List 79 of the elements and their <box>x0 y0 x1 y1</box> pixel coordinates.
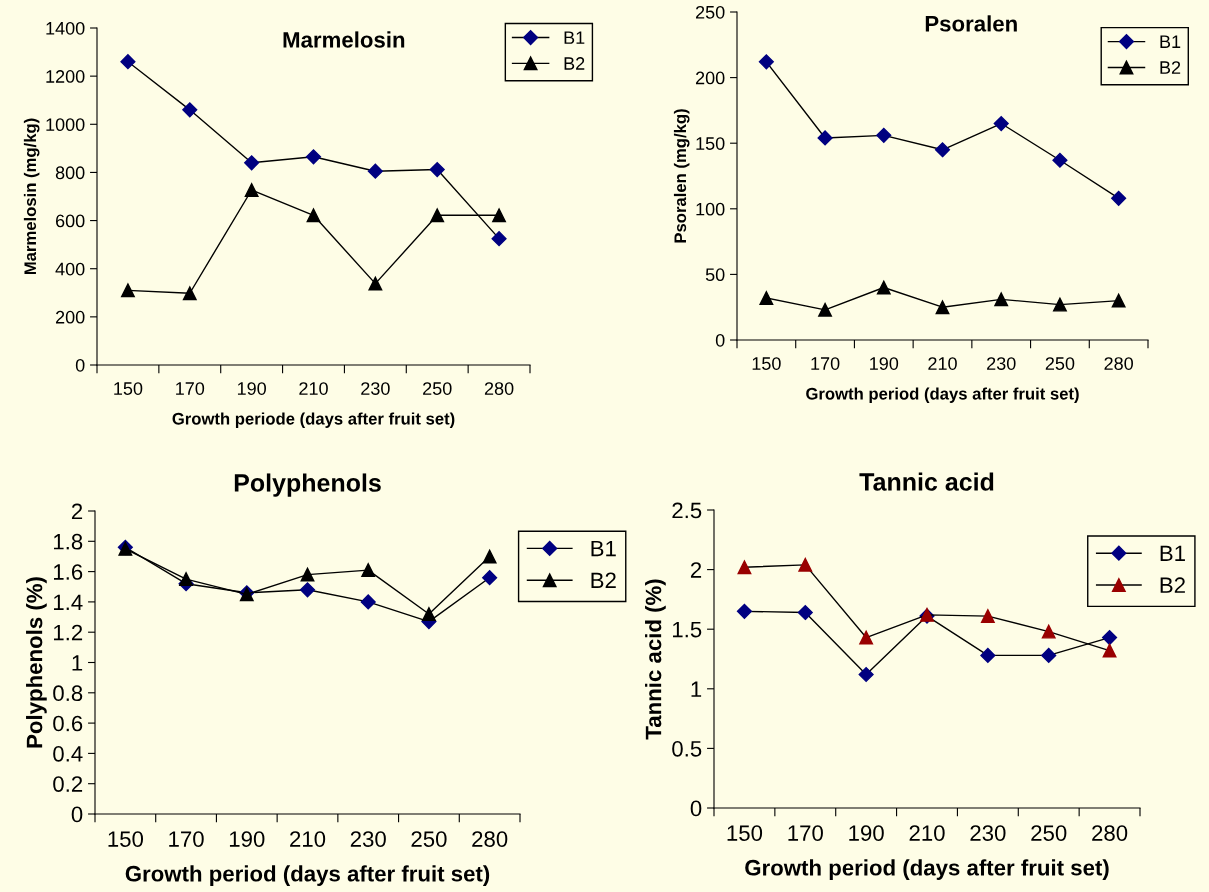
x-axis-title: Growth period (days after fruit set) <box>806 387 1079 403</box>
x-tick-label: 280 <box>1104 357 1133 370</box>
legend-label: B1 <box>564 31 585 44</box>
x-tick-label: 210 <box>290 831 326 847</box>
x-tick-label: 170 <box>811 357 840 370</box>
y-tick-label: 1200 <box>46 70 85 83</box>
x-tick-label: 230 <box>350 831 386 847</box>
x-axis-title: Growth period (days after fruit set) <box>125 865 490 886</box>
y-tick-label: 1000 <box>46 118 85 132</box>
x-axis-title: Growth period (days after fruit set) <box>745 859 1109 880</box>
x-tick-label: 230 <box>361 382 390 395</box>
chart-title: Tannic acid <box>859 472 994 491</box>
x-tick-label: 210 <box>928 357 957 370</box>
chart-title: Psoralen <box>925 15 1017 32</box>
y-axis-title: Polyphenols (%) <box>26 577 47 748</box>
y-tick-label: 600 <box>55 214 85 228</box>
y-tick-label: 250 <box>695 5 725 19</box>
chart-title: Marmelosin <box>283 31 405 48</box>
x-tick-label: 280 <box>472 831 508 847</box>
y-axis-title: Marmelosin (mg/kg) <box>23 118 40 275</box>
y-tick-label: 1.4 <box>54 594 83 610</box>
legend-label: B2 <box>1160 61 1181 74</box>
y-tick-label: 200 <box>695 71 725 85</box>
x-tick-label: 250 <box>423 382 452 395</box>
y-tick-label: 800 <box>55 166 85 180</box>
y-tick-label: 0 <box>75 358 85 372</box>
y-tick-label: 0 <box>690 800 702 817</box>
y-tick-label: 1.6 <box>54 564 83 580</box>
x-tick-label: 150 <box>108 831 144 847</box>
legend-label: B2 <box>1160 577 1185 593</box>
x-tick-label: 230 <box>987 357 1016 370</box>
y-tick-label: 0 <box>71 806 83 823</box>
x-tick-label: 190 <box>849 825 884 841</box>
x-tick-label: 150 <box>752 357 781 370</box>
y-tick-label: 200 <box>55 310 85 324</box>
y-tick-label: 0 <box>715 333 725 347</box>
y-tick-label: 1.8 <box>54 533 83 550</box>
y-tick-label: 0.5 <box>672 740 702 757</box>
x-tick-label: 190 <box>237 382 266 395</box>
y-tick-label: 0.4 <box>53 745 83 762</box>
legend-label: B2 <box>591 572 616 589</box>
y-tick-label: 1.5 <box>673 621 702 638</box>
y-tick-label: 50 <box>705 268 725 282</box>
y-axis-title: Psoralen (mg/kg) <box>673 109 690 243</box>
x-tick-label: 250 <box>411 831 447 847</box>
x-axis-title: Growth periode (days after fruit set) <box>172 412 455 428</box>
y-tick-label: 1 <box>72 655 83 671</box>
x-tick-label: 150 <box>727 825 763 841</box>
x-tick-label: 250 <box>1031 825 1067 841</box>
x-tick-label: 170 <box>176 382 205 395</box>
y-tick-label: 1400 <box>46 21 85 35</box>
x-tick-label: 190 <box>870 357 899 370</box>
x-tick-label: 250 <box>1045 357 1075 370</box>
legend-label: B2 <box>564 57 585 70</box>
y-tick-label: 400 <box>55 262 85 276</box>
y-tick-label: 2 <box>71 503 83 520</box>
x-tick-label: 190 <box>229 831 265 847</box>
x-tick-label: 280 <box>1092 825 1128 841</box>
x-tick-label: 170 <box>169 831 204 847</box>
y-tick-label: 100 <box>696 202 725 216</box>
x-tick-label: 150 <box>114 382 143 395</box>
legend-label: B1 <box>1160 35 1181 48</box>
y-axis-title: Tannic acid (%) <box>645 579 666 740</box>
y-tick-label: 150 <box>696 137 725 150</box>
y-tick-label: 1 <box>691 681 702 697</box>
legend-label: B1 <box>591 540 616 557</box>
y-tick-label: 0.6 <box>53 715 83 732</box>
x-tick-label: 170 <box>788 825 823 841</box>
y-tick-label: 0.8 <box>53 685 83 702</box>
x-tick-label: 280 <box>484 382 514 395</box>
x-tick-label: 230 <box>970 825 1006 841</box>
chart-title: Polyphenols <box>234 473 381 497</box>
y-tick-label: 1.2 <box>54 624 83 641</box>
legend-label: B1 <box>1160 545 1185 561</box>
y-tick-label: 2.5 <box>672 502 702 519</box>
x-tick-label: 210 <box>909 825 945 841</box>
x-tick-label: 210 <box>299 382 328 395</box>
y-tick-label: 0.2 <box>53 776 83 792</box>
y-tick-label: 2 <box>690 562 702 578</box>
